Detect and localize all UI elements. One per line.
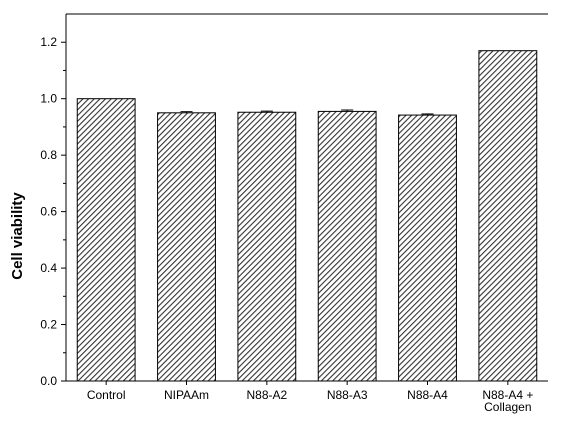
x-category-label: N88-A4: [407, 388, 448, 402]
y-tick-label: 0.8: [40, 148, 57, 162]
x-category-label: N88-A4 +: [482, 388, 533, 402]
x-category-label: N88-A3: [327, 388, 368, 402]
bar: [76, 98, 136, 382]
y-tick-label: 0.0: [40, 374, 57, 388]
bars: [76, 50, 538, 382]
bar: [398, 114, 457, 382]
bar: [317, 110, 377, 382]
x-categories: Control NIPAAm N88-A2 N88-A3 N88-A4 N88-A4 +C…: [87, 381, 533, 414]
x-category-label: N88-A2: [246, 388, 287, 402]
bar: [157, 112, 216, 382]
y-tick-label: 1.2: [40, 35, 57, 49]
bar: [237, 111, 297, 382]
y-tick-label: 0.6: [40, 205, 57, 219]
y-tick-label: 0.4: [40, 261, 57, 275]
y-tick-label: 0.2: [40, 318, 57, 332]
y-tick-label: 1.0: [40, 92, 57, 106]
axes: [65, 13, 548, 382]
x-category-label: Control: [87, 388, 126, 402]
x-category-label: NIPAAm: [164, 388, 209, 402]
x-category-label: Collagen: [484, 400, 531, 414]
y-axis-title: Cell viability: [9, 192, 26, 280]
y-ticks: 0.0 0.2 0.4 0.6 0.8 1.0 1.2: [40, 35, 66, 388]
bar: [478, 50, 538, 382]
